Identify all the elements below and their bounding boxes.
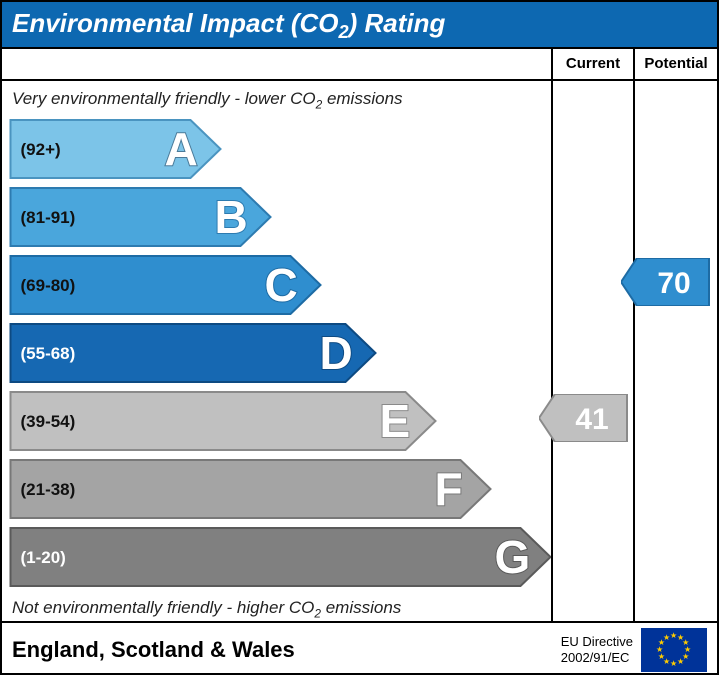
- band-e: (39-54) E: [11, 392, 436, 450]
- current-column: 41: [553, 81, 635, 621]
- header-row: Current Potential: [2, 49, 717, 81]
- footer-region: England, Scotland & Wales: [12, 637, 561, 663]
- footer-right: EU Directive 2002/91/EC ★★★★★★★★★★★★: [561, 628, 707, 672]
- bands-column: Very environmentally friendly - lower CO…: [2, 81, 553, 621]
- eu-star: ★: [677, 657, 684, 666]
- band-letter-d: D: [320, 327, 353, 379]
- header-potential: Potential: [635, 49, 717, 79]
- band-a: (92+) A: [11, 120, 221, 178]
- band-letter-g: G: [495, 531, 531, 583]
- band-letter-a: A: [165, 123, 198, 175]
- footer: England, Scotland & Wales EU Directive 2…: [2, 623, 717, 676]
- directive-line2: 2002/91/EC: [561, 650, 633, 666]
- band-range-d: (55-68): [21, 344, 76, 363]
- band-range-a: (92+): [21, 140, 61, 159]
- top-caption: Very environmentally friendly - lower CO…: [2, 85, 551, 117]
- band-range-g: (1-20): [21, 548, 66, 567]
- directive-line1: EU Directive: [561, 634, 633, 650]
- band-range-b: (81-91): [21, 208, 76, 227]
- potential-column: 70: [635, 81, 717, 621]
- eu-star: ★: [670, 659, 677, 668]
- band-f: (21-38) F: [11, 460, 491, 518]
- band-range-c: (69-80): [21, 276, 76, 295]
- current-pointer: 41: [539, 394, 629, 442]
- chart-area: Very environmentally friendly - lower CO…: [2, 81, 717, 623]
- rating-bands: (92+) A (81-91) B (69-80) C (55-68) D (39-54) E (2…: [2, 118, 551, 594]
- band-letter-b: B: [215, 191, 248, 243]
- current-pointer-value: 41: [575, 403, 608, 436]
- epc-container: Environmental Impact (CO2) Rating Curren…: [0, 0, 719, 675]
- header-spacer: [2, 49, 553, 79]
- band-c: (69-80) C: [11, 256, 321, 314]
- band-letter-c: C: [265, 259, 298, 311]
- eu-directive-text: EU Directive 2002/91/EC: [561, 634, 633, 665]
- header-current: Current: [553, 49, 635, 79]
- band-letter-e: E: [380, 395, 411, 447]
- band-letter-f: F: [435, 463, 463, 515]
- bottom-caption: Not environmentally friendly - higher CO…: [2, 594, 551, 622]
- band-b: (81-91) B: [11, 188, 271, 246]
- title-bar: Environmental Impact (CO2) Rating: [2, 2, 717, 49]
- band-range-f: (21-38): [21, 480, 76, 499]
- potential-pointer-value: 70: [657, 267, 690, 300]
- potential-pointer: 70: [621, 258, 711, 306]
- band-d: (55-68) D: [11, 324, 376, 382]
- eu-star: ★: [663, 633, 670, 642]
- eu-flag-icon: ★★★★★★★★★★★★: [641, 628, 707, 672]
- band-g: (1-20) G: [11, 528, 551, 586]
- band-range-e: (39-54): [21, 412, 76, 431]
